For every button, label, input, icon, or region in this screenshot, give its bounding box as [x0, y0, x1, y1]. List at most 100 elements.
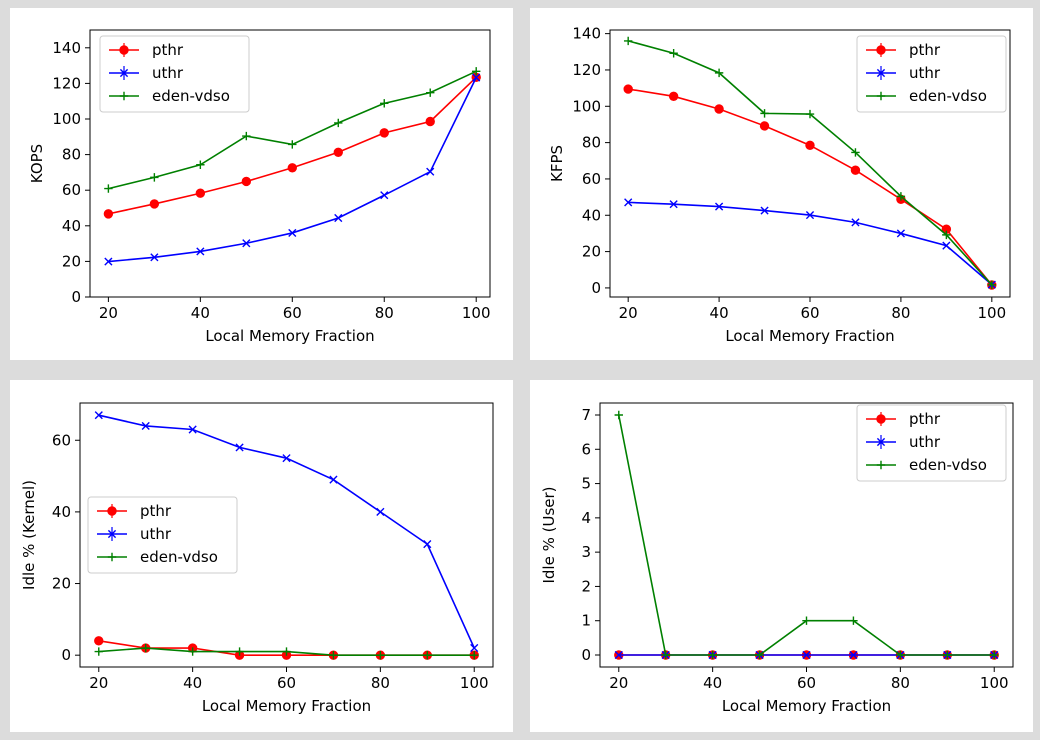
data-point-pthr: [805, 140, 815, 151]
chart-idle-user: 20 40 60 80 100 0 1 2 3 4 5 6 7 Local Memory Fraction…: [540, 402, 1014, 715]
legend-label: pthr: [140, 502, 172, 520]
y-tick-label: 3: [581, 543, 591, 561]
legend-marker: [876, 91, 886, 101]
legend-label: pthr: [909, 41, 941, 59]
data-point-eden-vdso: [669, 49, 678, 58]
data-point-eden-vdso: [380, 99, 389, 108]
y-tick-label: 7: [581, 406, 591, 424]
legend-item-uthr: uthr: [97, 525, 172, 543]
panel-kops: 20 40 60 80 100 0 20 40 60 80 100 120 140 Local Memor…: [10, 8, 513, 360]
legend-label: eden-vdso: [909, 87, 987, 105]
data-point-pthr: [333, 147, 343, 157]
y-tick-label: 0: [591, 279, 601, 297]
x-tick-label: 60: [277, 674, 296, 692]
legend-item-eden-vdso: eden-vdso: [109, 87, 230, 105]
legend-box: [856, 404, 1007, 482]
y-tick-label: 0: [61, 646, 71, 664]
y-tick-label: 140: [52, 39, 81, 57]
data-point-eden-vdso: [426, 88, 435, 97]
legend-label: uthr: [909, 433, 941, 451]
data-point-uthr: [288, 228, 297, 238]
y-tick-label: 100: [52, 110, 81, 128]
series-eden-vdso: [94, 643, 479, 660]
x-tick-label: 40: [191, 304, 210, 322]
data-point-eden-vdso: [288, 140, 297, 149]
y-axis-label: Idle % (Kernel): [20, 480, 38, 590]
x-tick-label: 80: [375, 304, 394, 322]
legend-label: eden-vdso: [140, 548, 218, 566]
data-point-pthr: [668, 91, 679, 101]
data-point-eden-vdso: [188, 647, 197, 656]
legend-item-pthr: pthr: [866, 410, 941, 428]
data-point-pthr: [714, 104, 724, 114]
data-point-eden-vdso: [196, 160, 205, 169]
data-point-eden-vdso: [661, 650, 670, 660]
data-point-eden-vdso: [849, 616, 858, 625]
data-point-pthr: [287, 163, 297, 173]
legend-label: uthr: [152, 64, 184, 82]
data-point-uthr: [150, 253, 159, 262]
x-tick-label: 100: [977, 304, 1006, 322]
data-point-eden-vdso: [802, 616, 811, 625]
legend-item-eden-vdso: eden-vdso: [866, 87, 987, 105]
y-tick-label: 0: [581, 646, 591, 664]
y-tick-label: 5: [581, 475, 591, 493]
legend-label: uthr: [909, 64, 941, 82]
data-point-eden-vdso: [614, 410, 623, 420]
data-point-uthr: [282, 454, 291, 463]
data-point-uthr: [141, 421, 150, 431]
data-point-uthr: [235, 443, 244, 452]
data-point-uthr: [896, 229, 906, 238]
data-point-eden-vdso: [282, 647, 291, 656]
data-point-uthr: [805, 210, 815, 220]
legend-label: pthr: [152, 41, 184, 59]
chart-idle-kernel: 20 40 60 80 100 0 20 40 60 Local Memory Fraction I…: [20, 402, 494, 715]
data-point-uthr: [329, 475, 338, 484]
data-point-eden-vdso: [150, 173, 159, 182]
data-point-pthr: [850, 165, 861, 175]
data-point-uthr: [614, 650, 623, 660]
panel-kfps: 20 40 60 80 100 0 20 40 60 80 100 120 140 Local Memor…: [530, 8, 1033, 360]
legend-marker: [107, 552, 117, 562]
data-point-uthr: [942, 241, 951, 250]
x-tick-label: 40: [710, 304, 729, 322]
x-tick-label: 20: [99, 304, 118, 322]
y-tick-label: 4: [581, 509, 591, 527]
plot-frame: [89, 29, 491, 298]
data-point-uthr: [470, 643, 479, 653]
y-tick-label: 20: [62, 252, 81, 270]
y-tick-label: 6: [581, 440, 591, 458]
data-point-eden-vdso: [760, 109, 769, 118]
y-tick-label: 2: [581, 577, 591, 595]
legend: pthr uthr eden-vdso: [856, 35, 1007, 113]
series-line-pthr: [628, 88, 993, 286]
legend-label: eden-vdso: [152, 87, 230, 105]
data-point-eden-vdso: [329, 650, 338, 660]
data-point-uthr: [334, 213, 343, 223]
y-tick-label: 60: [62, 181, 81, 199]
legend: pthr uthr eden-vdso: [87, 496, 238, 574]
data-point-eden-vdso: [242, 131, 251, 141]
panel-idle-kernel: 20 40 60 80 100 0 20 40 60 Local Memory Fraction I…: [10, 380, 513, 732]
data-point-pthr: [623, 84, 633, 94]
legend-item-uthr: uthr: [109, 64, 184, 82]
legend-label: pthr: [909, 410, 941, 428]
series-pthr: [103, 72, 481, 219]
data-point-uthr: [851, 218, 860, 227]
legend-item-uthr: uthr: [866, 433, 941, 451]
y-axis-label: KFPS: [548, 145, 566, 182]
y-tick-label: 60: [52, 431, 71, 449]
legend: pthr uthr eden-vdso: [856, 404, 1007, 482]
legend-box: [856, 35, 1007, 113]
data-point-pthr: [195, 188, 206, 198]
data-point-eden-vdso: [805, 109, 815, 119]
legend-item-pthr: pthr: [97, 502, 172, 520]
y-axis-label: KOPS: [28, 144, 46, 183]
data-point-eden-vdso: [708, 650, 717, 660]
data-point-eden-vdso: [472, 67, 481, 76]
chart-kfps: 20 40 60 80 100 0 20 40 60 80 100 120 140 Local Memor…: [548, 25, 1011, 345]
y-tick-label: 80: [62, 146, 81, 164]
data-point-eden-vdso: [235, 647, 244, 656]
y-tick-label: 1: [581, 612, 591, 630]
data-point-eden-vdso: [942, 230, 951, 240]
